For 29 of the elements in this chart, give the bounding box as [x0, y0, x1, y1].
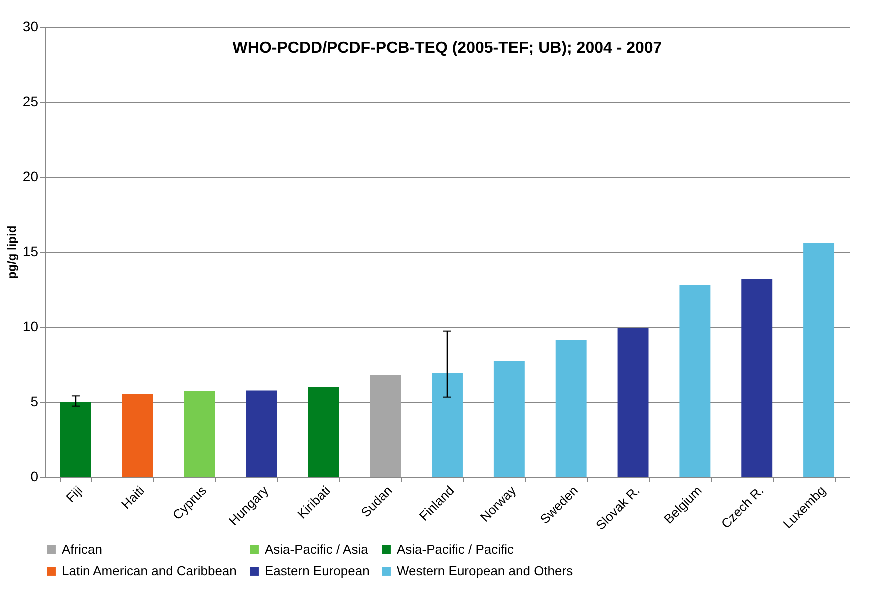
- legend-label: Western European and Others: [397, 564, 574, 578]
- legend-label: Asia-Pacific / Pacific: [397, 542, 515, 557]
- y-tick-label: 0: [30, 468, 39, 484]
- bar: [246, 390, 278, 477]
- bar: [680, 285, 711, 477]
- bar: [308, 387, 340, 477]
- bar: [370, 375, 402, 477]
- bar: [432, 374, 463, 477]
- legend-label: Latin American and Caribbean: [62, 564, 237, 578]
- bar: [122, 394, 154, 477]
- bar: [804, 243, 835, 477]
- legend-label: Eastern European: [265, 564, 370, 578]
- y-tick-label: 10: [22, 318, 39, 334]
- legend-label: African: [62, 542, 102, 557]
- y-tick-label: 25: [22, 94, 39, 110]
- bar: [494, 362, 525, 477]
- y-tick-label: 5: [30, 394, 39, 410]
- y-axis-title: pg/g lipid: [4, 226, 19, 280]
- bar: [556, 340, 587, 477]
- bar: [184, 392, 216, 477]
- bar: [618, 328, 649, 477]
- bar: [60, 402, 92, 477]
- text: WHO-PCDD/PCDF-PCB-TEQ (2005-TEF; UB); 2004 - 2007: [232, 40, 662, 57]
- y-tick-label: 30: [22, 18, 39, 34]
- x-tick-label: Fiji: [63, 483, 86, 506]
- legend-label: Asia-Pacific / Asia: [265, 542, 370, 557]
- y-tick-label: 15: [22, 244, 39, 260]
- y-tick-label: 20: [22, 168, 39, 184]
- bar: [742, 279, 773, 477]
